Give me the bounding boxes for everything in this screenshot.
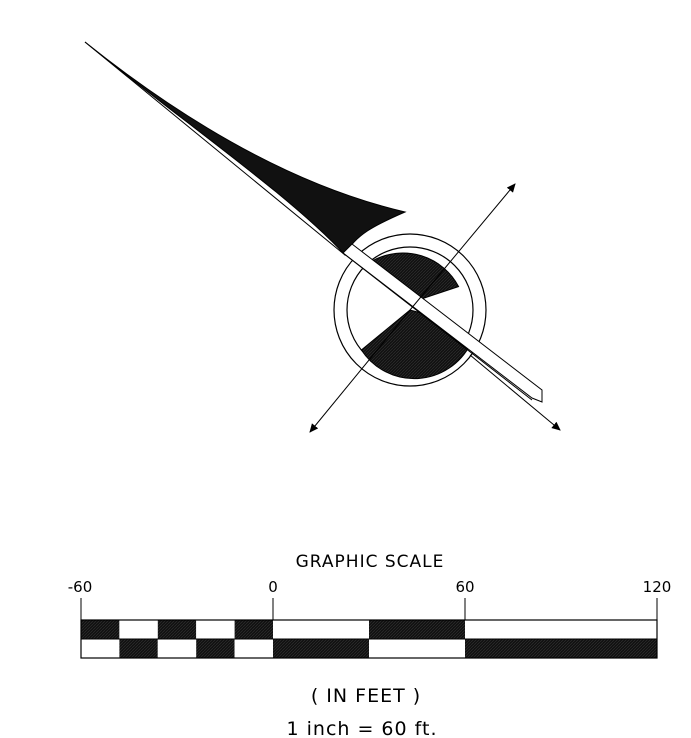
- scale-tick-label-neg60: -60: [68, 578, 93, 596]
- compass-axis-ne-arrow: [409, 183, 516, 311]
- scale-cell: [234, 639, 273, 658]
- north-arrow-needle-line: [84, 41, 346, 256]
- scale-cell: [81, 639, 120, 658]
- scale-tick-label-120: 120: [643, 578, 672, 596]
- scale-cell: [369, 620, 465, 639]
- scale-cell: [369, 639, 465, 658]
- scale-cell: [157, 639, 197, 658]
- north-arrow-icon: [84, 41, 561, 433]
- compass-axis-se-arrow: [469, 354, 561, 431]
- compass-pointer-edge: [342, 252, 533, 401]
- scale-ratio-label: 1 inch = 60 ft.: [287, 718, 438, 738]
- scale-cell: [273, 639, 369, 658]
- scale-cell: [273, 620, 369, 639]
- scale-cell: [465, 639, 657, 658]
- scale-title: GRAPHIC SCALE: [296, 552, 445, 572]
- scale-cell: [157, 620, 197, 639]
- compass-pointer-band: [342, 243, 543, 403]
- compass-quadrant-upper: [372, 252, 460, 300]
- scale-cell: [196, 639, 235, 658]
- scale-cell: [196, 620, 235, 639]
- scale-units-label: ( IN FEET ): [311, 685, 421, 707]
- graphic-scale: GRAPHIC SCALE -60 0 60 120: [68, 552, 672, 738]
- scale-tick-label-60: 60: [455, 578, 474, 596]
- scale-tick-label-0: 0: [268, 578, 278, 596]
- scale-bar: [80, 619, 658, 659]
- scale-cell: [81, 620, 120, 639]
- north-arrow-blade: [84, 41, 407, 256]
- scale-cell: [119, 620, 158, 639]
- compass-axis-sw-arrow: [309, 309, 411, 433]
- scale-cell: [234, 620, 273, 639]
- scale-cell: [119, 639, 158, 658]
- scale-cell: [465, 620, 657, 639]
